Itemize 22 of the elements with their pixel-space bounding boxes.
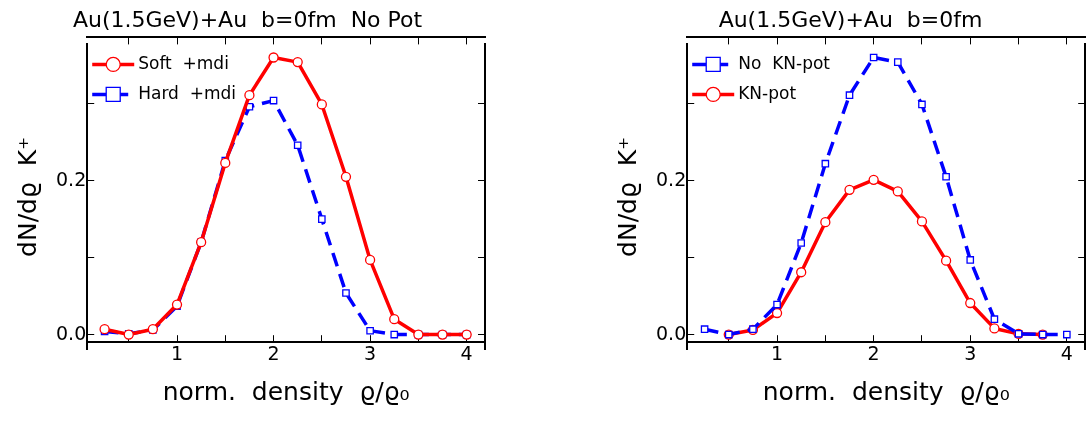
legend-label: Hard +mdi: [138, 82, 237, 103]
x-tick-label: 1: [771, 341, 784, 364]
y-tick-label: 0.0: [656, 321, 687, 344]
x-tick-label: 4: [460, 341, 473, 364]
legend-label: Soft +mdi: [138, 52, 229, 73]
y-tick-label: 0.0: [56, 321, 87, 344]
x-tick-label: 2: [267, 341, 280, 364]
x-axis-title: norm. density ϱ/ϱ₀: [162, 376, 410, 406]
y-axis-title: dN/dϱ K⁺: [612, 136, 642, 257]
x-tick-label: 3: [964, 341, 977, 364]
x-tick-label: 3: [364, 341, 377, 364]
x-tick-label: 1: [170, 341, 184, 364]
y-tick-label: 0.2: [56, 167, 87, 190]
x-tick-label: 2: [867, 341, 880, 364]
y-tick-label: 0.2: [656, 167, 687, 190]
legend-label: No KN-pot: [738, 52, 831, 73]
legend-label: KN-pot: [738, 82, 797, 103]
x-axis-title: norm. density ϱ/ϱ₀: [762, 376, 1010, 406]
x-tick-label: 4: [1060, 341, 1073, 364]
chart-title: Au(1.5GeV)+Au b=0fm No Pot: [72, 6, 423, 32]
chart-title: Au(1.5GeV)+Au b=0fm: [718, 6, 983, 32]
y-axis-title: dN/dϱ K⁺: [12, 136, 42, 257]
